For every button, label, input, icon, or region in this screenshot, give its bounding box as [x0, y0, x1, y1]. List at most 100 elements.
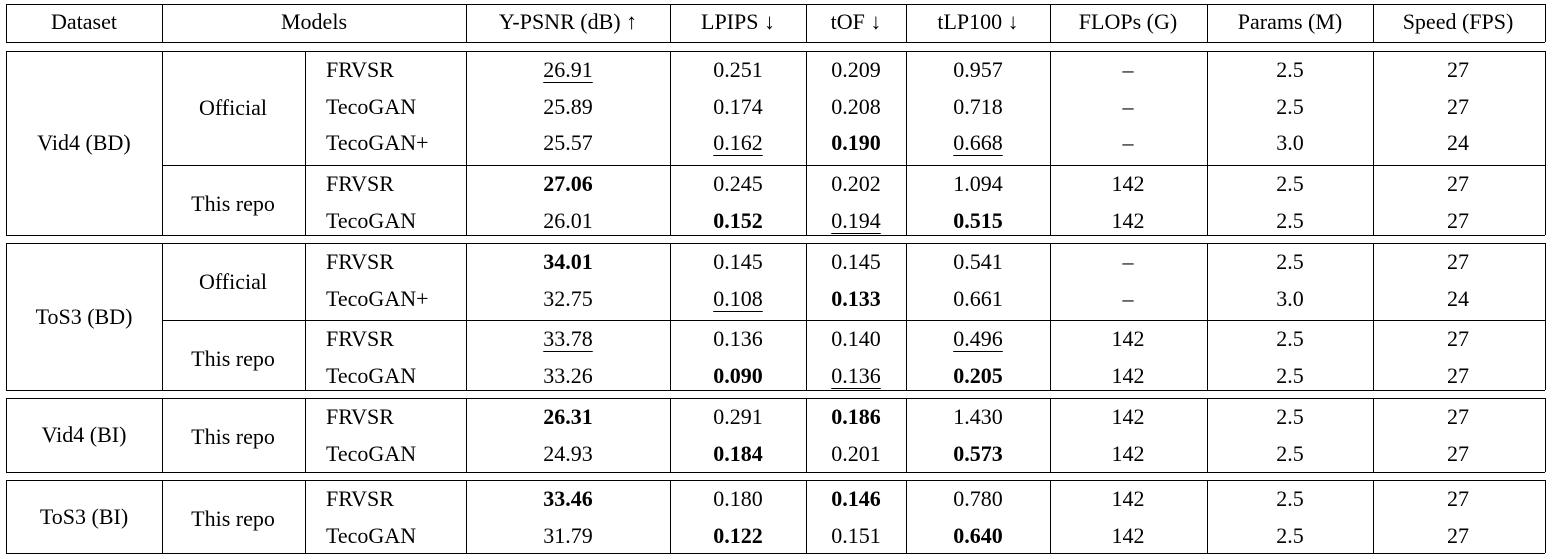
- column-divider: [1545, 243, 1546, 390]
- header-tlp100: tLP100 ↓: [937, 9, 1019, 34]
- tof-value: 0.194: [831, 207, 881, 233]
- speed-value: 27: [1447, 249, 1469, 274]
- psnr-value: 26.91: [543, 57, 593, 82]
- tof-value: 0.186: [831, 404, 881, 429]
- params-value: 2.5: [1276, 93, 1304, 119]
- speed-value: 27: [1447, 93, 1469, 119]
- model-name: FRVSR: [326, 249, 394, 274]
- psnr-value: 25.89: [543, 93, 593, 119]
- tlp-value: 0.661: [953, 285, 1003, 311]
- lpips-value: 0.136: [713, 326, 763, 352]
- column-divider: [806, 243, 807, 390]
- params-value: 2.5: [1276, 363, 1304, 389]
- header-psnr: Y-PSNR (dB) ↑: [498, 9, 638, 34]
- model-name: TecoGAN: [326, 93, 417, 119]
- column-divider: [162, 51, 163, 235]
- column-divider: [670, 398, 671, 472]
- speed-value: 27: [1447, 486, 1469, 511]
- block-bottom-rule: [6, 390, 1545, 391]
- source-label: Official: [198, 95, 268, 121]
- tlp-value: 0.205: [953, 363, 1003, 389]
- tof-value: 0.151: [831, 522, 881, 548]
- source-label: This repo: [191, 190, 275, 216]
- source-label: This repo: [191, 423, 275, 449]
- column-divider: [1373, 243, 1374, 390]
- column-divider: [906, 243, 907, 390]
- column-divider: [806, 51, 807, 235]
- source-label: Official: [198, 268, 268, 294]
- flops-value: 142: [1111, 522, 1145, 548]
- speed-value: 27: [1447, 171, 1469, 197]
- column-divider: [1373, 480, 1374, 553]
- flops-value: 142: [1111, 363, 1145, 389]
- block-top-rule: [6, 51, 1545, 52]
- header-models: Models: [281, 9, 347, 34]
- model-name: TecoGAN: [326, 522, 417, 548]
- psnr-value: 33.78: [543, 326, 593, 352]
- column-divider: [1050, 398, 1051, 472]
- model-name: FRVSR: [326, 171, 394, 197]
- speed-value: 27: [1447, 404, 1469, 429]
- source-label: This repo: [191, 505, 275, 531]
- column-divider: [466, 398, 467, 472]
- column-divider: [305, 480, 306, 553]
- column-divider: [305, 51, 306, 235]
- header-divider: [466, 4, 467, 42]
- params-value: 2.5: [1276, 440, 1304, 466]
- tof-value: 0.136: [831, 363, 881, 389]
- column-divider: [670, 480, 671, 553]
- tlp-value: 0.541: [953, 249, 1003, 274]
- tlp-value: 0.718: [953, 93, 1003, 119]
- block-top-rule: [6, 243, 1545, 244]
- column-divider: [1373, 51, 1374, 235]
- flops-value: 142: [1111, 440, 1145, 466]
- block-top-rule: [6, 480, 1545, 481]
- flops-value: –: [1122, 57, 1134, 82]
- psnr-value: 26.01: [543, 207, 593, 233]
- model-name: FRVSR: [326, 404, 394, 429]
- flops-value: –: [1122, 130, 1134, 156]
- speed-value: 27: [1447, 57, 1469, 82]
- block-bottom-rule: [6, 472, 1545, 473]
- flops-value: 142: [1111, 486, 1145, 511]
- flops-value: 142: [1111, 404, 1145, 429]
- header-divider: [670, 4, 671, 42]
- header-divider: [6, 4, 7, 42]
- model-name: TecoGAN+: [326, 130, 429, 156]
- column-divider: [1050, 243, 1051, 390]
- tof-value: 0.202: [831, 171, 881, 197]
- block-bottom-rule: [6, 235, 1545, 236]
- column-divider: [1373, 398, 1374, 472]
- tof-value: 0.208: [831, 93, 881, 119]
- column-divider: [1207, 480, 1208, 553]
- column-divider: [1545, 51, 1546, 235]
- flops-value: –: [1122, 93, 1134, 119]
- tof-value: 0.140: [831, 326, 881, 352]
- params-value: 2.5: [1276, 207, 1304, 233]
- column-divider: [162, 480, 163, 553]
- speed-value: 24: [1447, 285, 1469, 311]
- header-tof: tOF ↓: [830, 9, 882, 34]
- psnr-value: 34.01: [543, 249, 593, 274]
- column-divider: [906, 398, 907, 472]
- column-divider: [305, 398, 306, 472]
- tlp-value: 0.780: [953, 486, 1003, 511]
- speed-value: 27: [1447, 522, 1469, 548]
- psnr-value: 24.93: [543, 440, 593, 466]
- column-divider: [1050, 51, 1051, 235]
- params-value: 3.0: [1276, 130, 1304, 156]
- lpips-value: 0.108: [713, 285, 763, 311]
- tlp-value: 0.515: [953, 207, 1003, 233]
- header-speed: Speed (FPS): [1402, 9, 1514, 34]
- flops-value: 142: [1111, 326, 1145, 352]
- lpips-value: 0.090: [713, 363, 763, 389]
- column-divider: [162, 243, 163, 390]
- header-top-rule: [6, 4, 1545, 5]
- lpips-value: 0.291: [713, 404, 763, 429]
- column-divider: [906, 51, 907, 235]
- tlp-value: 1.430: [953, 404, 1003, 429]
- column-divider: [466, 243, 467, 390]
- lpips-value: 0.180: [713, 486, 763, 511]
- psnr-value: 32.75: [543, 285, 593, 311]
